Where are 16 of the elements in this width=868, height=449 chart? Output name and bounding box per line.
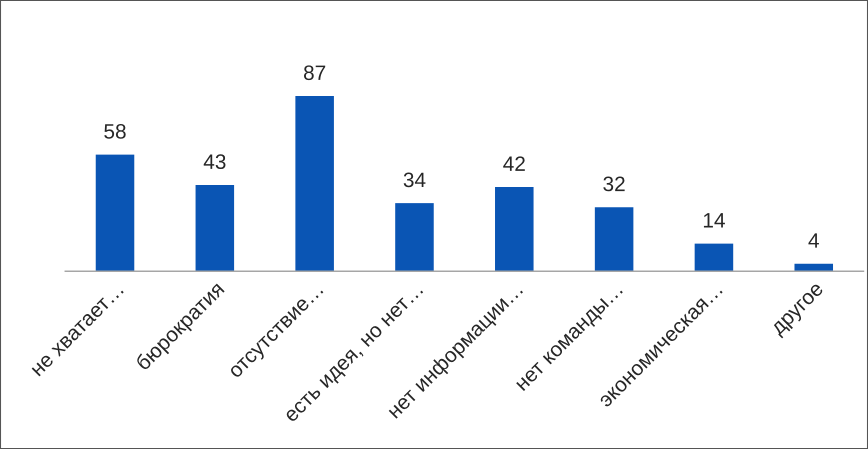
bar (494, 186, 535, 272)
bar (294, 94, 336, 272)
bar (793, 262, 834, 272)
data-label: 34 (404, 172, 426, 188)
data-label: 87 (304, 65, 326, 80)
bar (693, 242, 735, 272)
data-label: 58 (104, 124, 126, 139)
data-label: 32 (603, 176, 625, 192)
data-label: 14 (704, 213, 725, 228)
bar (194, 184, 236, 272)
bar (94, 153, 136, 272)
data-label: 43 (204, 154, 226, 170)
data-label: 4 (808, 233, 819, 248)
bar (394, 202, 436, 272)
data-label: 42 (503, 156, 525, 171)
bar (593, 206, 635, 272)
